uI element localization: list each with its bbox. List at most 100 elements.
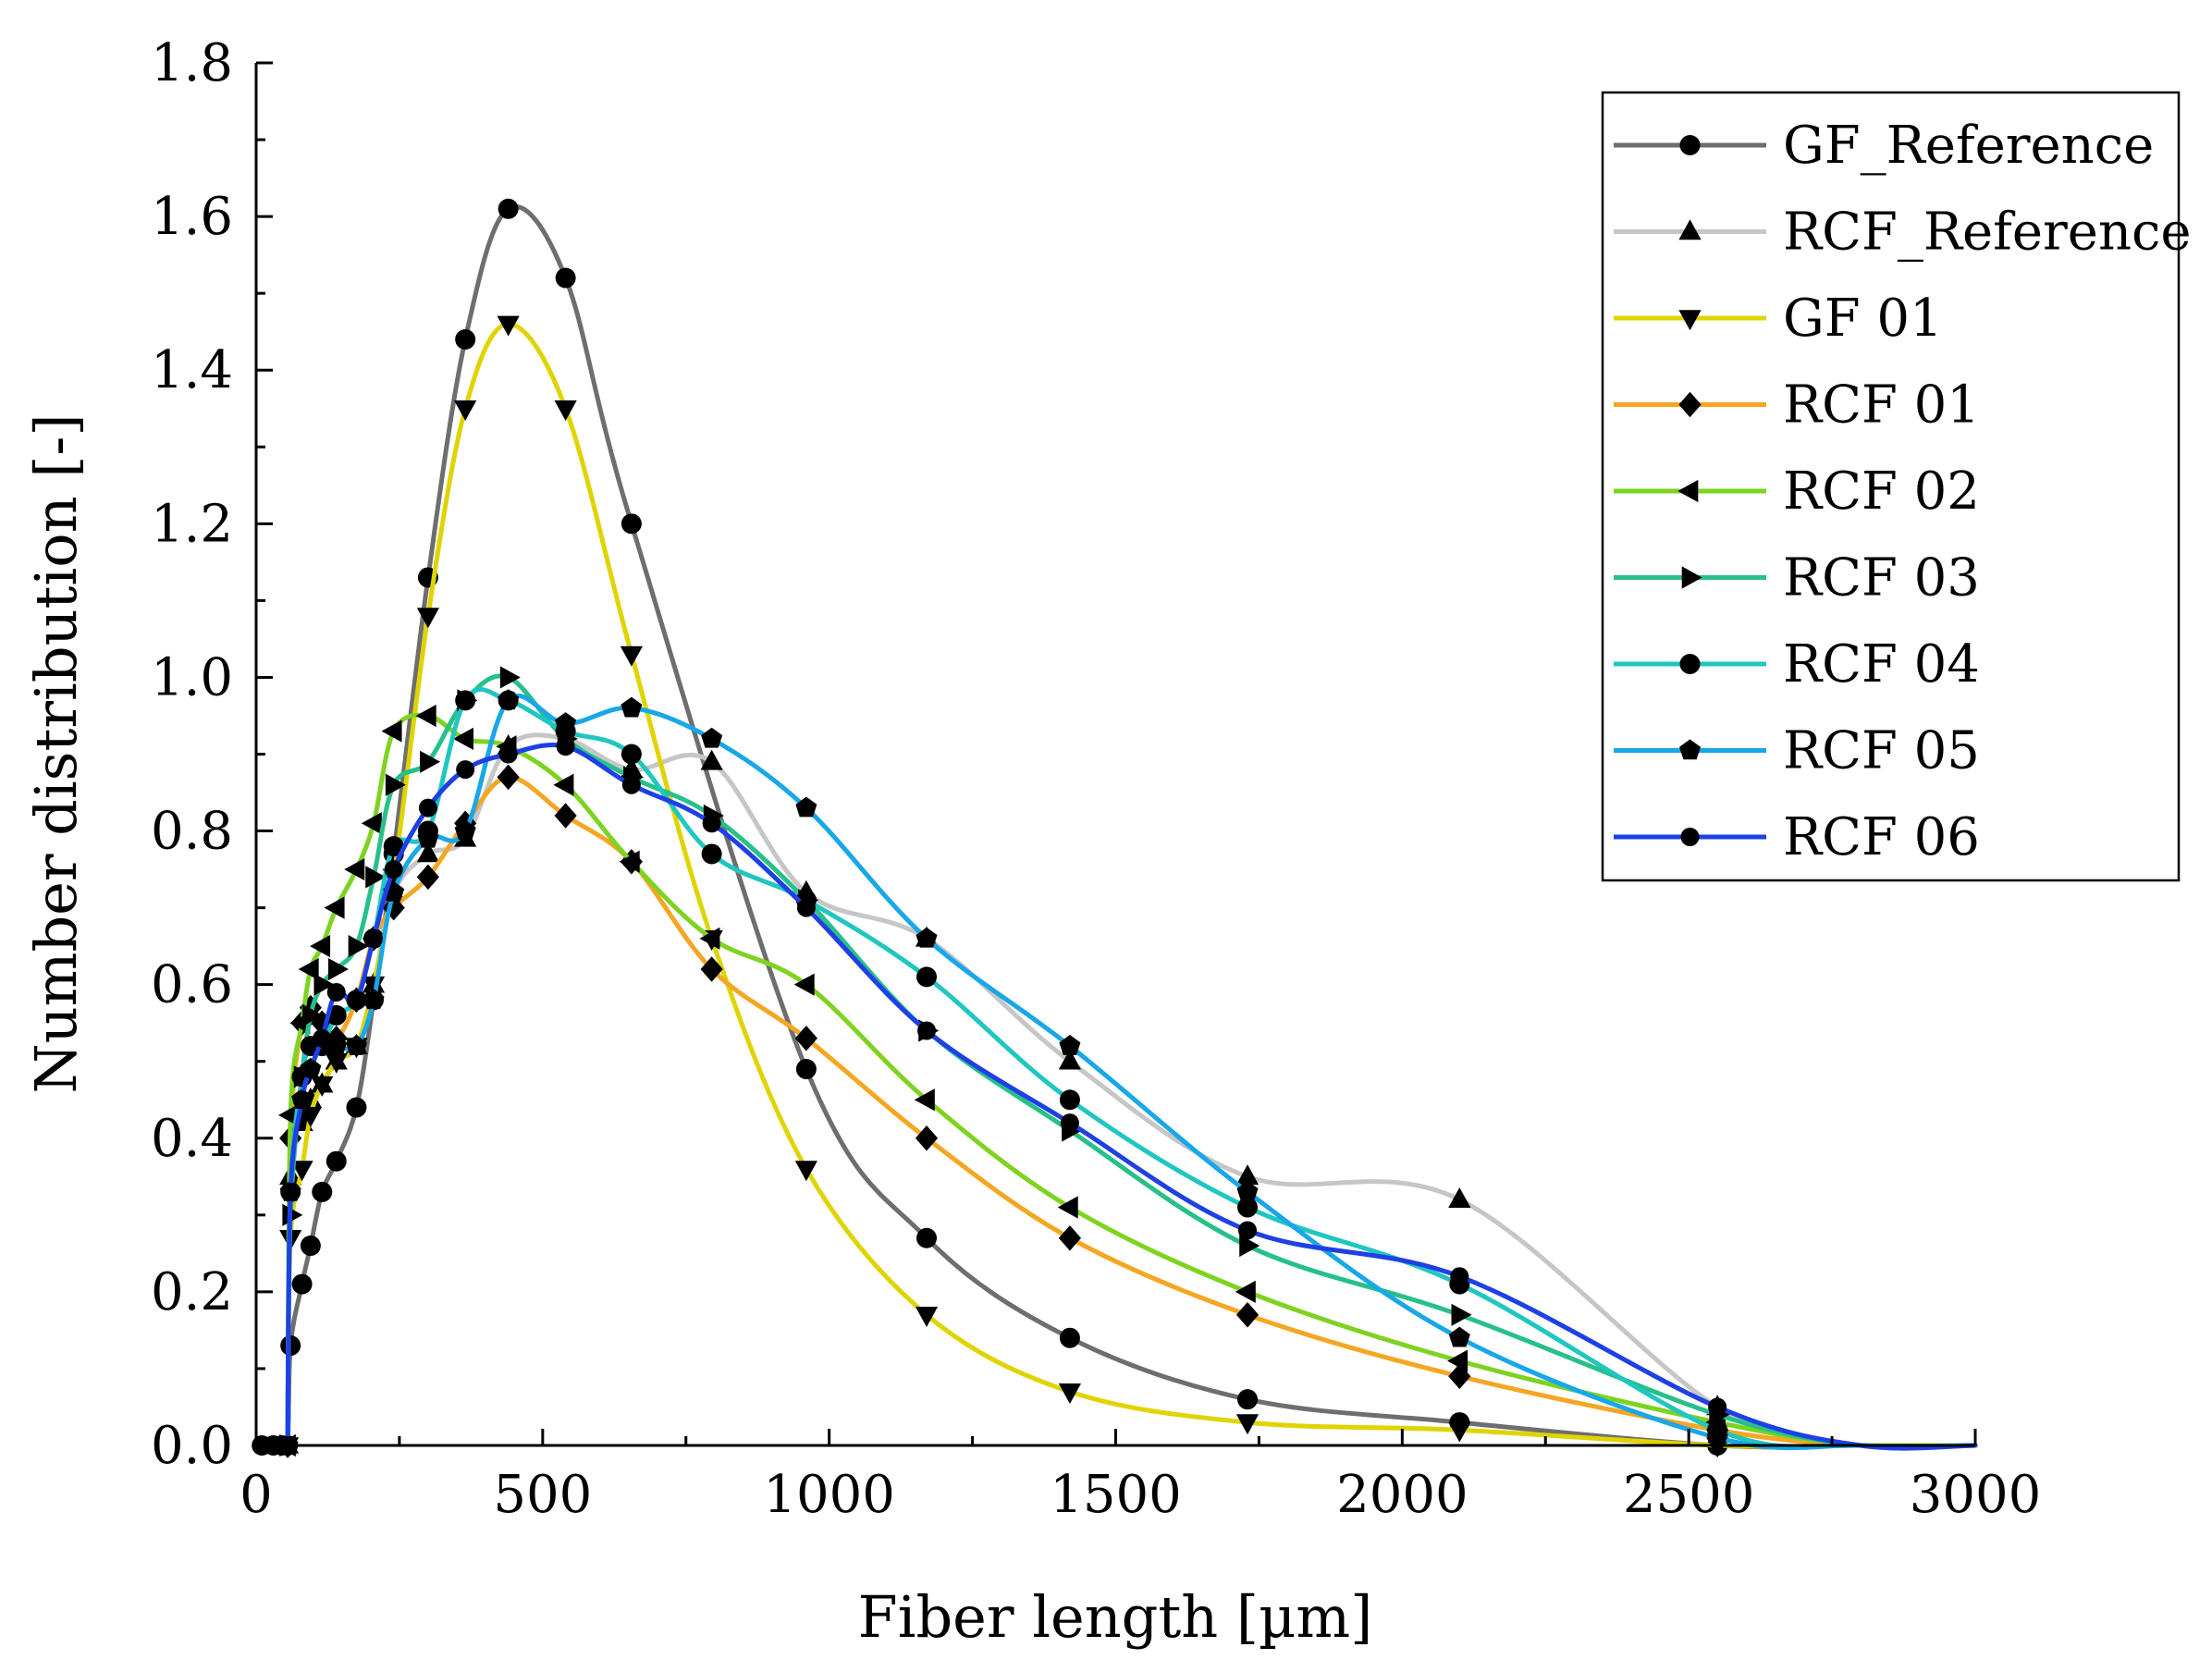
data-point: [325, 1052, 348, 1074]
y-axis-title: Number distribution [-]: [22, 413, 90, 1093]
x-tick-label: 2000: [1336, 1465, 1469, 1525]
data-point: [277, 1103, 299, 1126]
data-point: [300, 1236, 321, 1257]
data-point: [364, 928, 384, 948]
legend-item: RCF 01: [1614, 375, 1980, 436]
data-point: [281, 1182, 301, 1201]
legend-label: RCF 02: [1783, 461, 1980, 522]
data-point: [1238, 1221, 1258, 1240]
data-point: [324, 896, 345, 919]
data-point: [1447, 1349, 1469, 1372]
y-tick-label: 0.4: [151, 1109, 233, 1169]
data-point: [795, 796, 817, 818]
data-point: [298, 957, 319, 981]
legend-item: RCF 02: [1614, 461, 1980, 522]
data-point: [498, 689, 520, 710]
data-point: [1235, 1164, 1260, 1186]
data-point: [1706, 1426, 1728, 1447]
data-point: [381, 719, 402, 743]
data-point: [699, 927, 720, 950]
data-point: [416, 842, 439, 863]
data-point: [554, 803, 577, 829]
data-point: [382, 894, 405, 921]
legend-marker: [1679, 654, 1701, 674]
data-point: [1058, 1049, 1082, 1070]
data-point: [621, 696, 643, 718]
data-point: [313, 973, 335, 996]
data-point: [311, 1076, 334, 1097]
data-point: [299, 1107, 322, 1128]
data-point: [499, 666, 521, 689]
data-point: [498, 744, 518, 764]
data-point: [326, 982, 346, 1002]
data-point: [1451, 1303, 1472, 1326]
data-point: [1450, 1267, 1469, 1286]
legend-label: GF_Reference: [1783, 116, 2154, 176]
data-point: [556, 737, 575, 756]
data-point: [383, 836, 404, 857]
legend-item: GF_Reference: [1614, 116, 2154, 176]
data-point: [1448, 1421, 1471, 1443]
data-point: [621, 513, 642, 535]
data-point: [1235, 1280, 1256, 1303]
data-point: [384, 860, 403, 879]
series-group: [252, 198, 1978, 1458]
legend-marker: [1678, 391, 1702, 418]
y-tick-label: 1.4: [151, 340, 233, 400]
legend-item: GF 01: [1614, 289, 1943, 349]
data-point: [701, 843, 722, 865]
data-point: [498, 198, 519, 219]
data-point: [345, 1035, 367, 1055]
data-point: [292, 1090, 312, 1110]
data-point: [1059, 1035, 1081, 1055]
data-point: [794, 1026, 817, 1051]
data-point: [555, 712, 577, 733]
legend-label: RCF 05: [1783, 721, 1980, 781]
data-point: [420, 750, 441, 773]
legend-marker: [1677, 479, 1699, 503]
data-point: [1057, 1196, 1078, 1219]
data-point: [455, 690, 476, 711]
series-line: [285, 321, 1978, 1449]
data-point: [347, 990, 366, 1010]
data-point: [1239, 1234, 1260, 1258]
data-point: [291, 1273, 313, 1295]
data-point: [555, 267, 576, 289]
legend-item: RCF_Reference: [1614, 203, 2192, 263]
data-point: [415, 704, 436, 728]
legend-label: RCF_Reference: [1783, 203, 2192, 263]
legend-item: RCF 04: [1614, 634, 1980, 695]
data-point: [361, 812, 382, 835]
data-point: [621, 744, 642, 765]
data-point: [1058, 1225, 1082, 1251]
data-point: [702, 814, 721, 833]
legend-item: RCF 03: [1614, 548, 1980, 609]
data-point: [1235, 1302, 1260, 1328]
data-point: [416, 608, 439, 629]
data-point: [312, 1181, 333, 1202]
data-point: [620, 645, 643, 667]
data-point: [915, 1307, 939, 1328]
data-point: [793, 973, 815, 996]
x-tick-label: 1500: [1050, 1465, 1182, 1525]
data-point: [1237, 1197, 1259, 1218]
data-point: [290, 1161, 313, 1182]
y-tick-label: 1.6: [151, 187, 233, 247]
x-tick-label: 3000: [1910, 1465, 2042, 1525]
y-tick-label: 0.6: [151, 955, 233, 1015]
legend-marker: [1678, 310, 1702, 331]
data-point: [701, 727, 723, 748]
data-point: [621, 775, 641, 794]
data-point: [344, 857, 365, 881]
data-point: [1058, 1383, 1082, 1405]
data-point: [348, 935, 369, 958]
data-point: [1059, 1327, 1080, 1348]
x-axis-title: Fiber length [µm]: [858, 1583, 1373, 1651]
legend-marker: [1680, 828, 1700, 846]
legend-item: RCF 05: [1614, 721, 1980, 781]
data-point: [795, 1059, 817, 1080]
data-point: [917, 1021, 937, 1040]
x-tick-label: 2500: [1623, 1465, 1755, 1525]
data-point: [456, 760, 475, 780]
